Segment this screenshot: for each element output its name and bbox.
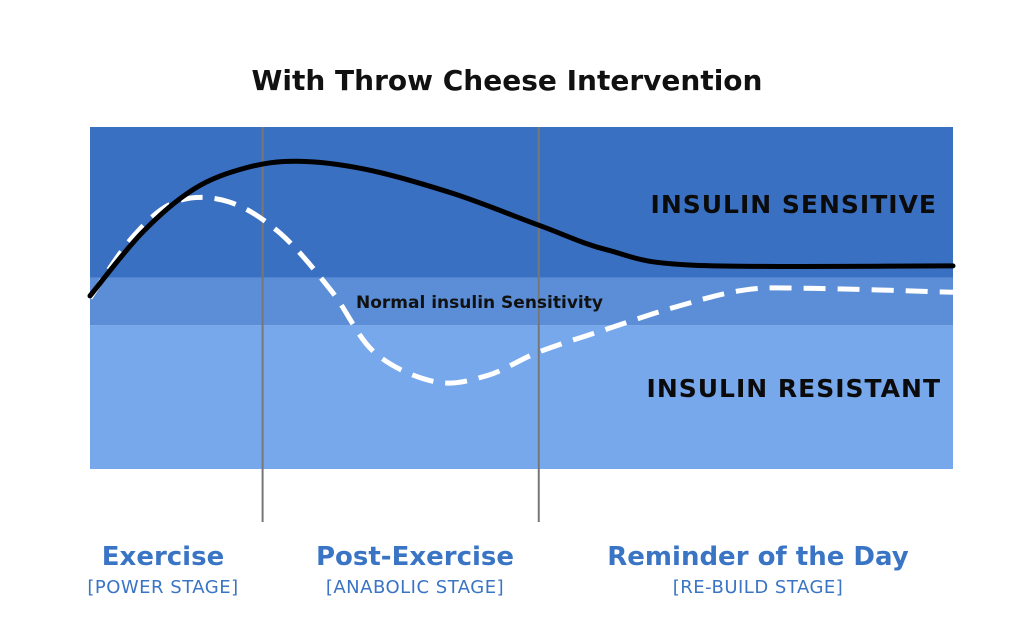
chart-title: With Throw Cheese Intervention	[252, 64, 763, 97]
zone-insulin-resistant	[90, 325, 953, 469]
stage-exercise-name: Exercise	[102, 542, 224, 572]
stage-rebuild-sub: [RE-BUILD STAGE]	[673, 577, 844, 598]
stage-post-exercise-sub: [ANABOLIC STAGE]	[326, 577, 504, 598]
stage-rebuild-name: Reminder of the Day	[607, 542, 908, 572]
insulin-sensitive-label: INSULIN SENSITIVE	[651, 190, 937, 219]
normal-sensitivity-label: Normal insulin Sensitivity	[356, 293, 603, 313]
insulin-resistant-label: INSULIN RESISTANT	[647, 374, 941, 403]
stage-exercise-sub: [POWER STAGE]	[87, 577, 238, 598]
stage-post-exercise-name: Post-Exercise	[316, 542, 514, 572]
curve-without-intervention	[87, 194, 954, 386]
curve-with-intervention	[87, 158, 956, 299]
zone-normal-sensitivity	[90, 277, 953, 326]
